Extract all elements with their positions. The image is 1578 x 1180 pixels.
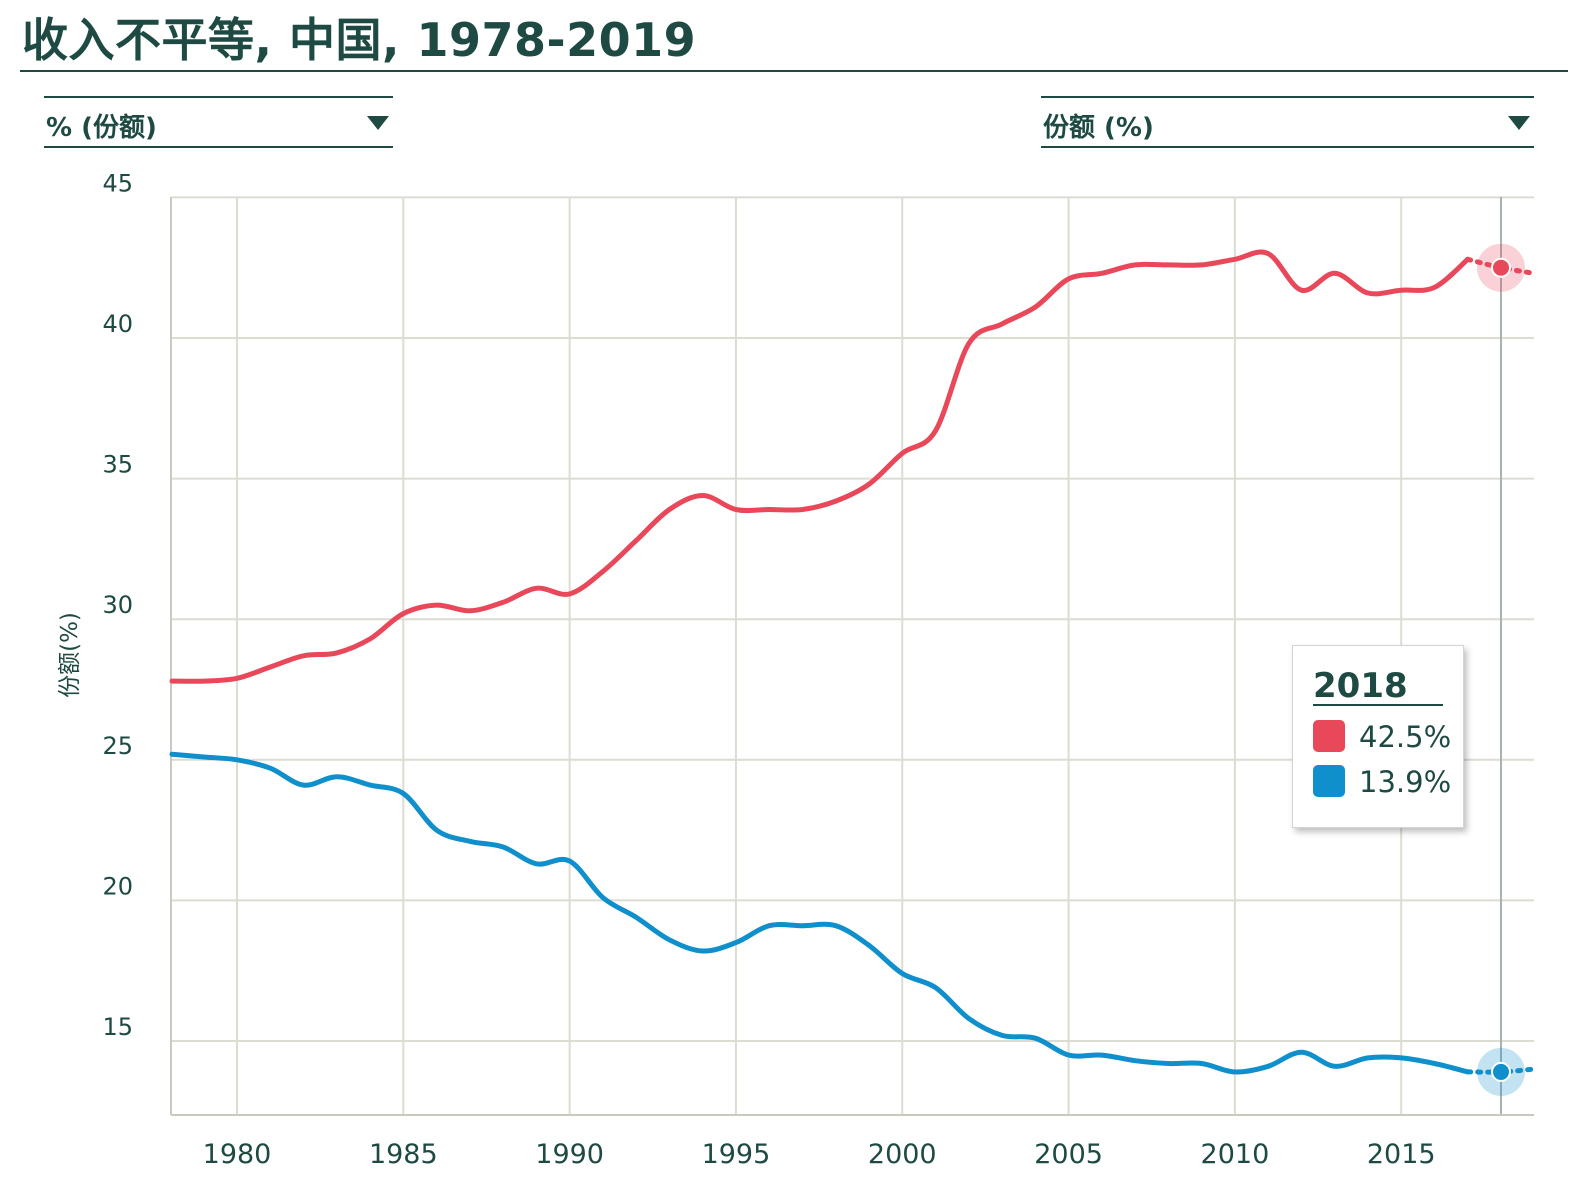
indicator-dropdown-label: 份额 (%) bbox=[1043, 113, 1154, 143]
y-tick-label: 30 bbox=[102, 591, 133, 619]
blue-swatch-icon bbox=[1313, 765, 1345, 797]
highlight-point-bottom50 bbox=[1491, 1061, 1511, 1082]
y-axis-label: 份额(%) bbox=[57, 612, 83, 698]
x-tick-label: 1985 bbox=[369, 1139, 438, 1170]
axes: 15 20 25 30 35 40 45 1980 1985 1990 1995 2000 2005 20… bbox=[57, 169, 1534, 1170]
caret-down-icon bbox=[367, 116, 389, 130]
legend-item-bottom50: 13.9% bbox=[1313, 765, 1453, 799]
highlight-markers bbox=[1477, 243, 1525, 1096]
red-swatch-icon bbox=[1313, 720, 1345, 752]
x-tick-label: 2015 bbox=[1367, 1139, 1436, 1170]
x-tick-label: 1995 bbox=[702, 1139, 771, 1170]
legend-divider bbox=[1313, 704, 1443, 706]
highlight-point-top10 bbox=[1491, 257, 1511, 278]
x-tick-label: 2005 bbox=[1034, 1139, 1103, 1170]
x-tick-label: 2010 bbox=[1201, 1139, 1270, 1170]
title-divider bbox=[20, 70, 1568, 72]
y-tick-label: 45 bbox=[102, 169, 133, 197]
y-tick-label: 40 bbox=[102, 310, 133, 338]
y-tick-label: 15 bbox=[102, 1013, 133, 1041]
x-tick-label: 1990 bbox=[535, 1139, 604, 1170]
caret-down-icon bbox=[1508, 116, 1530, 130]
grid bbox=[171, 196, 1534, 1115]
tooltip-legend: 2018 42.5% 13.9% bbox=[1292, 645, 1464, 828]
series-line-top10 bbox=[169, 249, 1471, 684]
y-tick-label: 25 bbox=[102, 732, 133, 760]
unit-dropdown-label: % (份额) bbox=[46, 113, 157, 143]
indicator-dropdown[interactable]: 份额 (%) bbox=[1041, 96, 1534, 148]
legend-item-top10: 42.5% bbox=[1313, 720, 1453, 754]
x-tick-label: 1980 bbox=[203, 1139, 272, 1170]
chart-title: 收入不平等, 中国, 1978-2019 bbox=[22, 13, 697, 67]
legend-value-top10: 42.5% bbox=[1359, 720, 1452, 754]
y-tick-label: 20 bbox=[102, 872, 133, 900]
unit-dropdown[interactable]: % (份额) bbox=[44, 96, 393, 148]
series-line-bottom50 bbox=[169, 751, 1471, 1075]
legend-value-bottom50: 13.9% bbox=[1359, 765, 1452, 799]
x-tick-label: 2000 bbox=[868, 1139, 937, 1170]
legend-year: 2018 bbox=[1313, 666, 1408, 706]
y-tick-label: 35 bbox=[102, 451, 133, 479]
